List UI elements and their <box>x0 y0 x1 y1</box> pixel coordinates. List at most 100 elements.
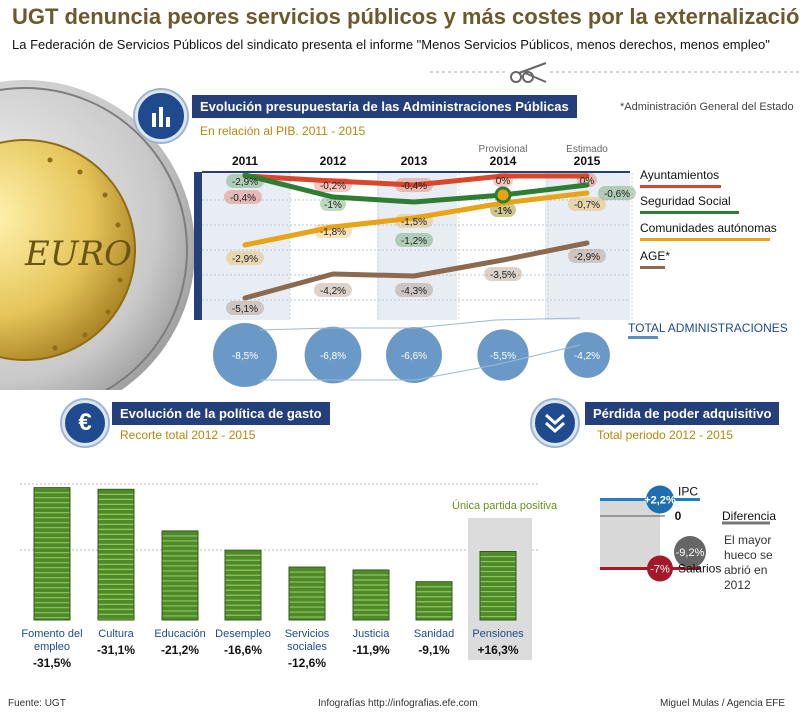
category-value: -31,5% <box>32 656 72 670</box>
series-line-1 <box>242 172 590 205</box>
bar-outline <box>288 566 326 621</box>
bar-6 <box>415 581 453 621</box>
data-label-bg <box>568 249 606 263</box>
legend-item-3: AGE* <box>640 249 671 263</box>
data-label: 0% <box>496 176 511 187</box>
data-label-bg <box>224 190 262 204</box>
bar-body <box>480 551 516 620</box>
bar-body <box>416 581 452 620</box>
legend-swatch-1 <box>640 211 740 214</box>
highlight-point <box>494 186 512 204</box>
category-value: -11,9% <box>352 643 390 657</box>
category-value: -12,6% <box>287 656 327 670</box>
category-label: Sanidad <box>413 628 455 640</box>
purchasing-power-chart: 0 +2,2%IPC Diferencia -9,2% -7% Salarios <box>600 485 776 582</box>
total-label: -6,8% <box>320 351 346 362</box>
series-line-0 <box>242 173 590 188</box>
salarios-bubble <box>647 555 673 582</box>
category-label: Cultura <box>98 628 134 640</box>
diferencia-bubble <box>674 536 706 568</box>
category-label: Desempleo <box>215 628 271 640</box>
zero-label: 0 <box>675 509 682 523</box>
axis-bar <box>194 172 202 320</box>
data-label-bg <box>395 214 433 228</box>
page-title: UGT denuncia peores servicios públicos y… <box>12 4 800 29</box>
diferencia-name: Diferencia <box>722 509 776 523</box>
category-label: Fomento del empleo <box>21 628 83 653</box>
legend-total: TOTAL ADMINISTRACIONES <box>628 321 788 335</box>
salarios-value: -7% <box>650 564 670 576</box>
total-label: -6,6% <box>401 351 427 362</box>
data-label: -1% <box>494 206 512 217</box>
data-label-bg <box>490 203 516 217</box>
bar-outline <box>352 569 390 621</box>
total-bubble <box>213 323 277 387</box>
section-subtitle-presupuesto: En relación al PIB. 2011 - 2015 <box>200 124 366 138</box>
bar-chart-icon <box>135 90 187 142</box>
year-label: 2011 <box>232 154 258 168</box>
year-note: Provisional <box>479 144 528 155</box>
category-value: -31,1% <box>96 643 136 657</box>
bar-5 <box>352 569 390 621</box>
legend-item-0: Ayuntamientos <box>640 168 720 182</box>
bar-outline <box>33 487 71 621</box>
year-label: 2015 <box>574 154 601 168</box>
footer-author: Miguel Mulas / Agencia EFE <box>660 698 786 709</box>
legend-swatch-2 <box>640 238 771 241</box>
data-label-bg <box>484 267 522 281</box>
category-value: -9,1% <box>418 643 450 657</box>
total-bubble <box>477 329 529 381</box>
data-label: -2,9% <box>232 177 258 188</box>
series-line-2 <box>242 190 590 248</box>
data-label-bg <box>395 233 433 247</box>
data-label: -1,2% <box>401 236 427 247</box>
data-label-bg <box>226 251 264 265</box>
bar-outline <box>415 581 453 621</box>
data-label: -0,6% <box>604 189 630 200</box>
data-label: -0,7% <box>574 200 600 211</box>
section-subtitle-poder: Total periodo 2012 - 2015 <box>597 428 734 442</box>
diferencia-value: -9,2% <box>676 547 705 559</box>
section-title-gasto: Evolución de la política de gasto <box>112 402 330 425</box>
double-chevron-down-icon <box>532 400 578 446</box>
bar-4 <box>288 566 326 621</box>
ipc-value: +2,2% <box>644 495 676 507</box>
data-label: -1% <box>324 200 342 211</box>
bar-outline <box>97 488 135 621</box>
category-label: Justicia <box>352 628 390 640</box>
data-label-bg <box>493 173 513 187</box>
euro-coin-image: EURO <box>0 80 195 390</box>
salarios-name: Salarios <box>678 562 721 576</box>
section-subtitle-gasto: Recorte total 2012 - 2015 <box>120 428 256 442</box>
data-label-bg <box>568 197 606 211</box>
data-label-bg <box>395 283 433 297</box>
category-label: Educación <box>154 628 206 640</box>
total-bubble <box>386 327 442 383</box>
data-label: -1% <box>494 206 512 217</box>
positive-annotation: Única partida positiva <box>452 500 558 512</box>
data-label: -1,5% <box>401 217 427 228</box>
total-connector <box>260 344 581 381</box>
page-subtitle: La Federación de Servicios Públicos del … <box>12 37 770 52</box>
category-value: -21,2% <box>160 643 200 657</box>
ipc-bubble <box>646 485 674 514</box>
ipc-name: IPC <box>678 485 698 499</box>
data-label: -1,8% <box>320 227 346 238</box>
year-label: 2014 <box>490 154 517 168</box>
series-line-3 <box>242 240 590 301</box>
footer-source: Fuente: UGT <box>8 698 66 709</box>
total-label: -8,5% <box>232 351 258 362</box>
year-label: 2012 <box>320 154 347 168</box>
data-label: -3,5% <box>490 270 516 281</box>
year-note: Estimado <box>566 144 608 155</box>
data-label-bg <box>314 283 352 297</box>
bar-1 <box>97 488 135 621</box>
bar-body <box>289 567 325 620</box>
legend-item-2: Comunidades autónomas <box>640 221 777 235</box>
legend-item-1: Seguridad Social <box>640 194 731 208</box>
data-label: -2,9% <box>574 252 600 263</box>
bar-7 <box>479 550 517 621</box>
bar-0 <box>33 487 71 621</box>
footer-site: Infografías http://infografias.efe.com <box>318 698 478 709</box>
data-label: -0,4% <box>401 181 427 192</box>
